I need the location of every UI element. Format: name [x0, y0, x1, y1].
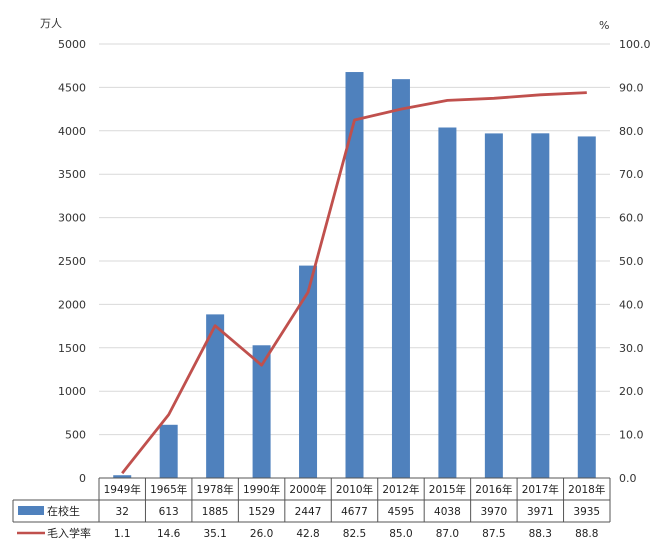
line-value-label: 1.1 [114, 528, 131, 540]
bar-value-label: 3971 [527, 506, 554, 518]
right-tick-label: 80.0 [619, 125, 644, 138]
line-value-label: 87.0 [436, 528, 459, 540]
category-label: 1990年 [243, 483, 280, 496]
line-value-label: 35.1 [203, 528, 226, 540]
right-tick-label: 100.0 [619, 38, 651, 51]
bar-value-label: 3935 [573, 506, 600, 518]
data-table: 1949年 1965年 1978年 1990年 2000年 2010年 2012年 2015年… [12, 477, 611, 540]
left-tick-label: 2000 [58, 298, 86, 311]
bar-value-label: 1885 [202, 506, 229, 518]
bar [345, 72, 364, 478]
right-tick-label: 60.0 [619, 212, 644, 225]
right-tick-label: 50.0 [619, 255, 644, 268]
line-value-label: 82.5 [343, 528, 366, 540]
bar-value-label: 1529 [248, 506, 275, 518]
category-label: 2016年 [475, 483, 512, 496]
line-value-label: 85.0 [389, 528, 412, 540]
line-value-label: 14.6 [157, 528, 181, 540]
bar [299, 265, 318, 478]
bar [577, 136, 596, 478]
right-tick-label: 70.0 [619, 168, 644, 181]
right-tick-label: 0.0 [619, 472, 637, 485]
left-tick-label: 3500 [58, 168, 86, 181]
bar [159, 424, 178, 478]
category-label: 2017年 [522, 483, 559, 496]
category-label: 2010年 [336, 483, 373, 496]
bar-value-label: 3970 [480, 506, 507, 518]
category-label: 2018年 [568, 483, 605, 496]
bar [206, 314, 225, 478]
line-value-label: 88.3 [529, 528, 552, 540]
bar-value-label: 613 [159, 506, 179, 518]
legend-label-line: 毛入学率 [47, 526, 91, 540]
bar-value-label: 2447 [295, 506, 322, 518]
left-tick-label: 0 [79, 472, 86, 485]
bar [113, 475, 132, 478]
category-label: 2012年 [382, 483, 419, 496]
right-tick-label: 40.0 [619, 298, 644, 311]
bar-series [113, 72, 596, 479]
category-label: 1978年 [197, 483, 234, 496]
category-label: 1965年 [150, 483, 187, 496]
bar [484, 133, 503, 479]
left-tick-label: 1500 [58, 342, 86, 355]
line-value-label: 88.8 [575, 528, 598, 540]
legend-label-bar: 在校生 [47, 504, 80, 518]
bar [391, 79, 410, 479]
category-label: 2015年 [429, 483, 466, 496]
line-series [121, 91, 587, 475]
bar [531, 133, 550, 478]
category-label: 2000年 [289, 483, 326, 496]
left-tick-label: 3000 [58, 212, 86, 225]
bar [252, 345, 271, 478]
line-value-label: 26.0 [250, 528, 273, 540]
right-tick-label: 10.0 [619, 429, 644, 442]
category-label: 1949年 [104, 483, 141, 496]
bar-value-label: 4038 [434, 506, 461, 518]
left-axis-unit: 万人 [40, 17, 62, 30]
right-tick-label: 20.0 [619, 385, 644, 398]
left-tick-label: 4500 [58, 81, 86, 94]
line-value-label: 87.5 [482, 528, 505, 540]
right-tick-label: 90.0 [619, 81, 644, 94]
right-tick-label: 30.0 [619, 342, 644, 355]
bar-value-label: 4595 [388, 506, 415, 518]
line-value-label: 42.8 [296, 528, 319, 540]
left-tick-label: 1000 [58, 385, 86, 398]
left-tick-label: 2500 [58, 255, 86, 268]
bar-value-label: 4677 [341, 506, 368, 518]
bar-value-label: 32 [116, 506, 129, 518]
left-tick-label: 4000 [58, 125, 86, 138]
left-tick-label: 5000 [58, 38, 86, 51]
left-tick-label: 500 [65, 429, 86, 442]
axes: 0 500 1000 1500 2000 2500 3000 3500 4000 4500 5000… [40, 17, 651, 485]
legend-swatch-bar [18, 506, 44, 515]
right-axis-unit: % [599, 19, 609, 32]
bar [438, 127, 457, 479]
